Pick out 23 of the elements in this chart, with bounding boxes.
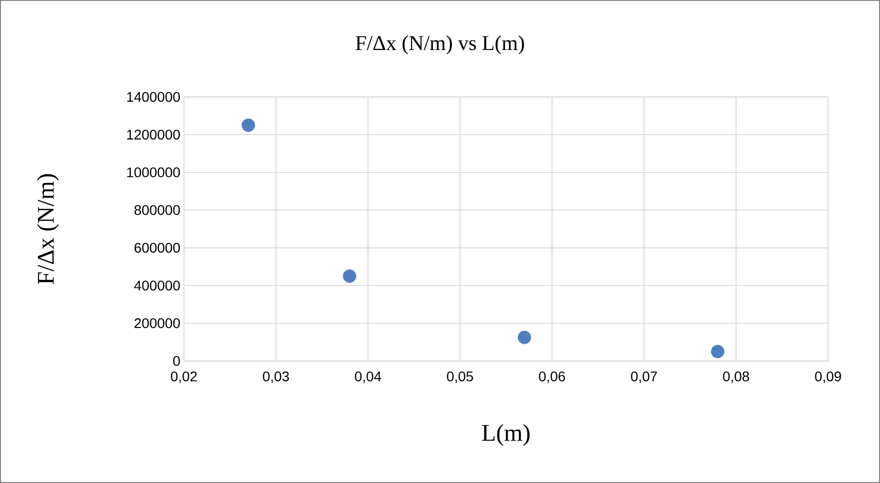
point bbox=[710, 344, 724, 358]
y-axis-title: F/Δx (N/m) bbox=[37, 174, 59, 284]
x-axis-title: L(m) bbox=[482, 424, 530, 446]
y-tick-label: 400000 bbox=[134, 280, 180, 291]
x-tick-label: 0,04 bbox=[354, 372, 382, 384]
y-tick-label: 1000000 bbox=[127, 167, 180, 178]
x-tick-label: 0,08 bbox=[723, 372, 750, 384]
x-tick-label: 0,07 bbox=[631, 372, 657, 384]
chart-title: F/Δx (N/m) vs L(m) bbox=[356, 35, 524, 54]
y-tick-label: 200000 bbox=[134, 318, 180, 328]
x-tick-label: 0,03 bbox=[262, 372, 289, 384]
x-tick-label: 0,02 bbox=[170, 372, 197, 384]
y-tick-label: 1200000 bbox=[127, 130, 180, 140]
point bbox=[342, 269, 356, 283]
x-tick-label: 0,05 bbox=[446, 372, 473, 384]
x-tick-label: 0,06 bbox=[539, 372, 565, 384]
point bbox=[242, 118, 256, 132]
point bbox=[518, 330, 532, 344]
y-tick-label: 800000 bbox=[134, 205, 180, 216]
y-tick-label: 1400000 bbox=[127, 92, 180, 102]
x-tick-label: 0,09 bbox=[815, 372, 841, 384]
y-tick-label: 600000 bbox=[134, 242, 180, 253]
y-tick-label: 0 bbox=[173, 356, 180, 366]
